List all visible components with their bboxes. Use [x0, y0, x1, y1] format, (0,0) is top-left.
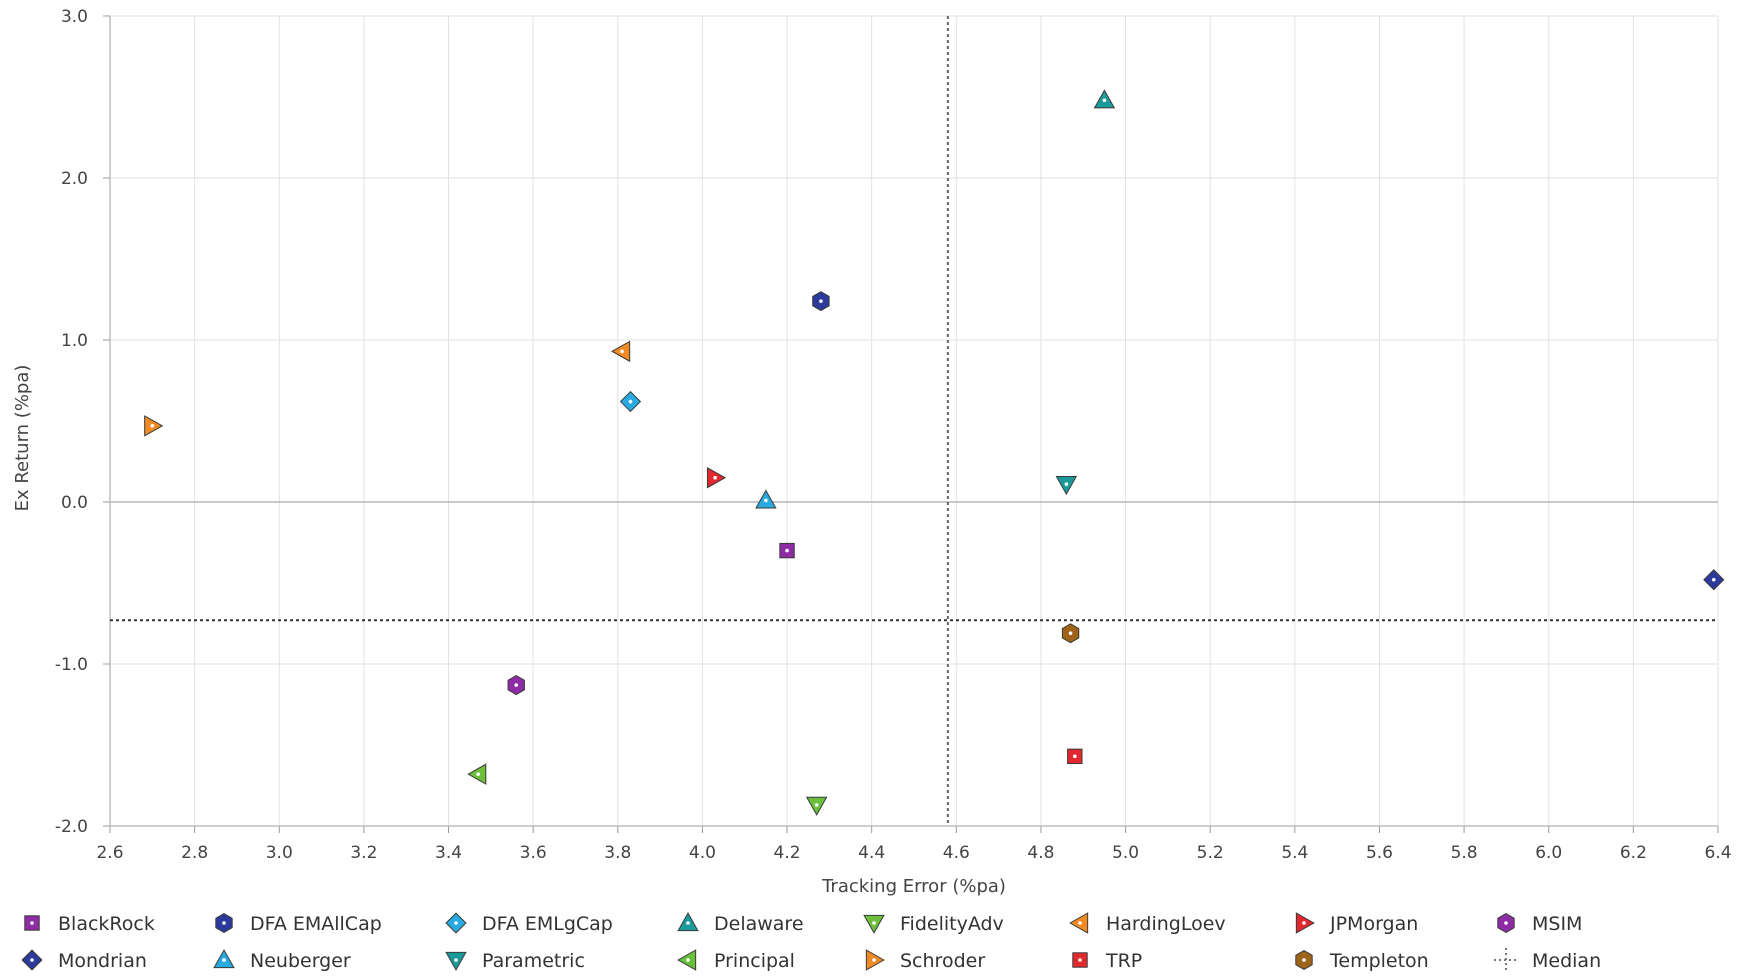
y-tick-label: 1.0: [61, 331, 88, 351]
legend-marker-fidelityadv: [863, 914, 885, 934]
legend-label: Mondrian: [58, 950, 147, 972]
data-point-trp: [1067, 748, 1083, 765]
data-point-jpmorgan: [706, 466, 727, 489]
legend-label: HardingLoev: [1106, 913, 1226, 935]
grid: [109, 15, 1719, 827]
data-point-mondrian: [1703, 569, 1725, 591]
data-point-delaware: [1093, 89, 1116, 109]
x-tick-label: 5.0: [1112, 843, 1139, 863]
legend-marker-blackrock: [24, 915, 40, 931]
x-tick-label: 4.2: [774, 843, 801, 863]
data-point-hardingloev: [611, 340, 631, 363]
legend-item-fidelityadv[interactable]: FidelityAdv: [863, 913, 1004, 935]
legend-marker-dfa-emallcap: [215, 912, 233, 934]
legend-item-msim[interactable]: MSIM: [1497, 912, 1583, 935]
legend-label: FidelityAdv: [900, 913, 1004, 935]
legend-marker-msim: [1497, 912, 1515, 934]
x-tick-label: 5.8: [1451, 843, 1478, 863]
data-point-principal: [467, 763, 487, 785]
x-tick-label: 6.4: [1704, 843, 1731, 863]
x-tick-label: 2.6: [96, 843, 123, 863]
legend-item-principal[interactable]: Principal: [677, 949, 795, 972]
data-point-dfa-emallcap: [812, 291, 830, 312]
legend-item-schroder[interactable]: Schroder: [865, 949, 985, 972]
tick-labels: 2.6 2.8 3.0 3.2 3.4 3.6 3.8 4.0 4.2 4.4 4.6 4.8 5.0 5…: [55, 7, 1732, 863]
legend-label: Schroder: [900, 950, 985, 972]
legend-label: Principal: [714, 950, 795, 972]
legend-item-delaware[interactable]: Delaware: [677, 912, 804, 935]
legend-label: Templeton: [1329, 950, 1429, 972]
legend-label: DFA EMAllCap: [250, 913, 382, 935]
x-tick-label: 3.6: [520, 843, 547, 863]
legend-marker-delaware: [677, 912, 699, 932]
legend-item-dfa-emlgcap[interactable]: DFA EMLgCap: [445, 912, 613, 935]
legend-item-trp[interactable]: TRP: [1072, 950, 1142, 972]
legend-item-mondrian[interactable]: Mondrian: [21, 949, 147, 972]
legend-marker-parametric: [445, 951, 467, 971]
median-lines: [110, 16, 1718, 826]
data-point-msim: [507, 675, 525, 696]
legend-item-jpmorgan[interactable]: JPMorgan: [1295, 912, 1418, 935]
x-tick-label: 3.8: [604, 843, 631, 863]
legend-marker-schroder: [865, 949, 885, 971]
x-axis-title: Tracking Error (%pa): [821, 876, 1006, 897]
legend-label: TRP: [1105, 950, 1142, 972]
y-tick-label: -2.0: [55, 817, 88, 837]
x-tick-label: 4.6: [943, 843, 970, 863]
axes: [103, 15, 1719, 833]
y-tick-label: 3.0: [61, 7, 88, 27]
legend-label: Delaware: [714, 913, 804, 935]
data-point-blackrock: [779, 542, 795, 559]
legend-label: JPMorgan: [1329, 913, 1418, 935]
x-tick-label: 4.4: [858, 843, 885, 863]
y-tick-label: 2.0: [61, 169, 88, 189]
legend: BlackRock DFA EMAllCap DFA EMLgCap Delaware…: [21, 912, 1601, 972]
x-tick-label: 6.2: [1620, 843, 1647, 863]
legend-item-blackrock[interactable]: BlackRock: [24, 913, 155, 935]
data-point-fidelityadv: [805, 796, 828, 816]
legend-label: Neuberger: [250, 950, 351, 972]
legend-label: Median: [1532, 950, 1601, 972]
legend-item-parametric[interactable]: Parametric: [445, 950, 585, 972]
x-tick-label: 3.0: [266, 843, 293, 863]
legend-item-templeton[interactable]: Templeton: [1295, 949, 1429, 972]
legend-item-dfa-emallcap[interactable]: DFA EMAllCap: [215, 912, 382, 935]
legend-item-neuberger[interactable]: Neuberger: [213, 949, 351, 972]
legend-label: Parametric: [482, 950, 585, 972]
legend-item-hardingloev[interactable]: HardingLoev: [1069, 912, 1226, 935]
legend-marker-jpmorgan: [1295, 912, 1315, 934]
x-tick-label: 5.4: [1281, 843, 1308, 863]
data-point-parametric: [1055, 476, 1078, 496]
legend-label: MSIM: [1532, 913, 1582, 935]
x-tick-label: 6.0: [1535, 843, 1562, 863]
x-tick-label: 5.2: [1197, 843, 1224, 863]
y-tick-label: -1.0: [55, 655, 88, 675]
data-point-templeton: [1061, 623, 1080, 644]
legend-marker-principal: [677, 949, 697, 971]
data-points: [144, 89, 1725, 816]
x-tick-label: 3.4: [435, 843, 462, 863]
x-tick-label: 2.8: [181, 843, 208, 863]
x-tick-label: 4.0: [689, 843, 716, 863]
data-point-dfa-emlgcap: [619, 390, 642, 413]
y-axis-title: Ex Return (%pa): [12, 365, 33, 512]
legend-marker-median: [1494, 948, 1518, 972]
legend-marker-dfa-emlgcap: [445, 912, 467, 934]
legend-marker-neuberger: [213, 949, 235, 969]
legend-marker-trp: [1072, 952, 1088, 968]
legend-marker-templeton: [1295, 949, 1313, 971]
data-point-schroder: [144, 415, 164, 437]
legend-marker-mondrian: [21, 949, 43, 971]
data-point-neuberger: [755, 489, 777, 509]
x-tick-label: 5.6: [1366, 843, 1393, 863]
legend-label: BlackRock: [58, 913, 155, 935]
legend-marker-hardingloev: [1069, 912, 1089, 934]
legend-label: DFA EMLgCap: [482, 913, 613, 935]
y-tick-label: 0.0: [61, 493, 88, 513]
x-tick-label: 3.2: [350, 843, 377, 863]
x-tick-label: 4.8: [1027, 843, 1054, 863]
legend-item-median[interactable]: Median: [1494, 948, 1601, 972]
